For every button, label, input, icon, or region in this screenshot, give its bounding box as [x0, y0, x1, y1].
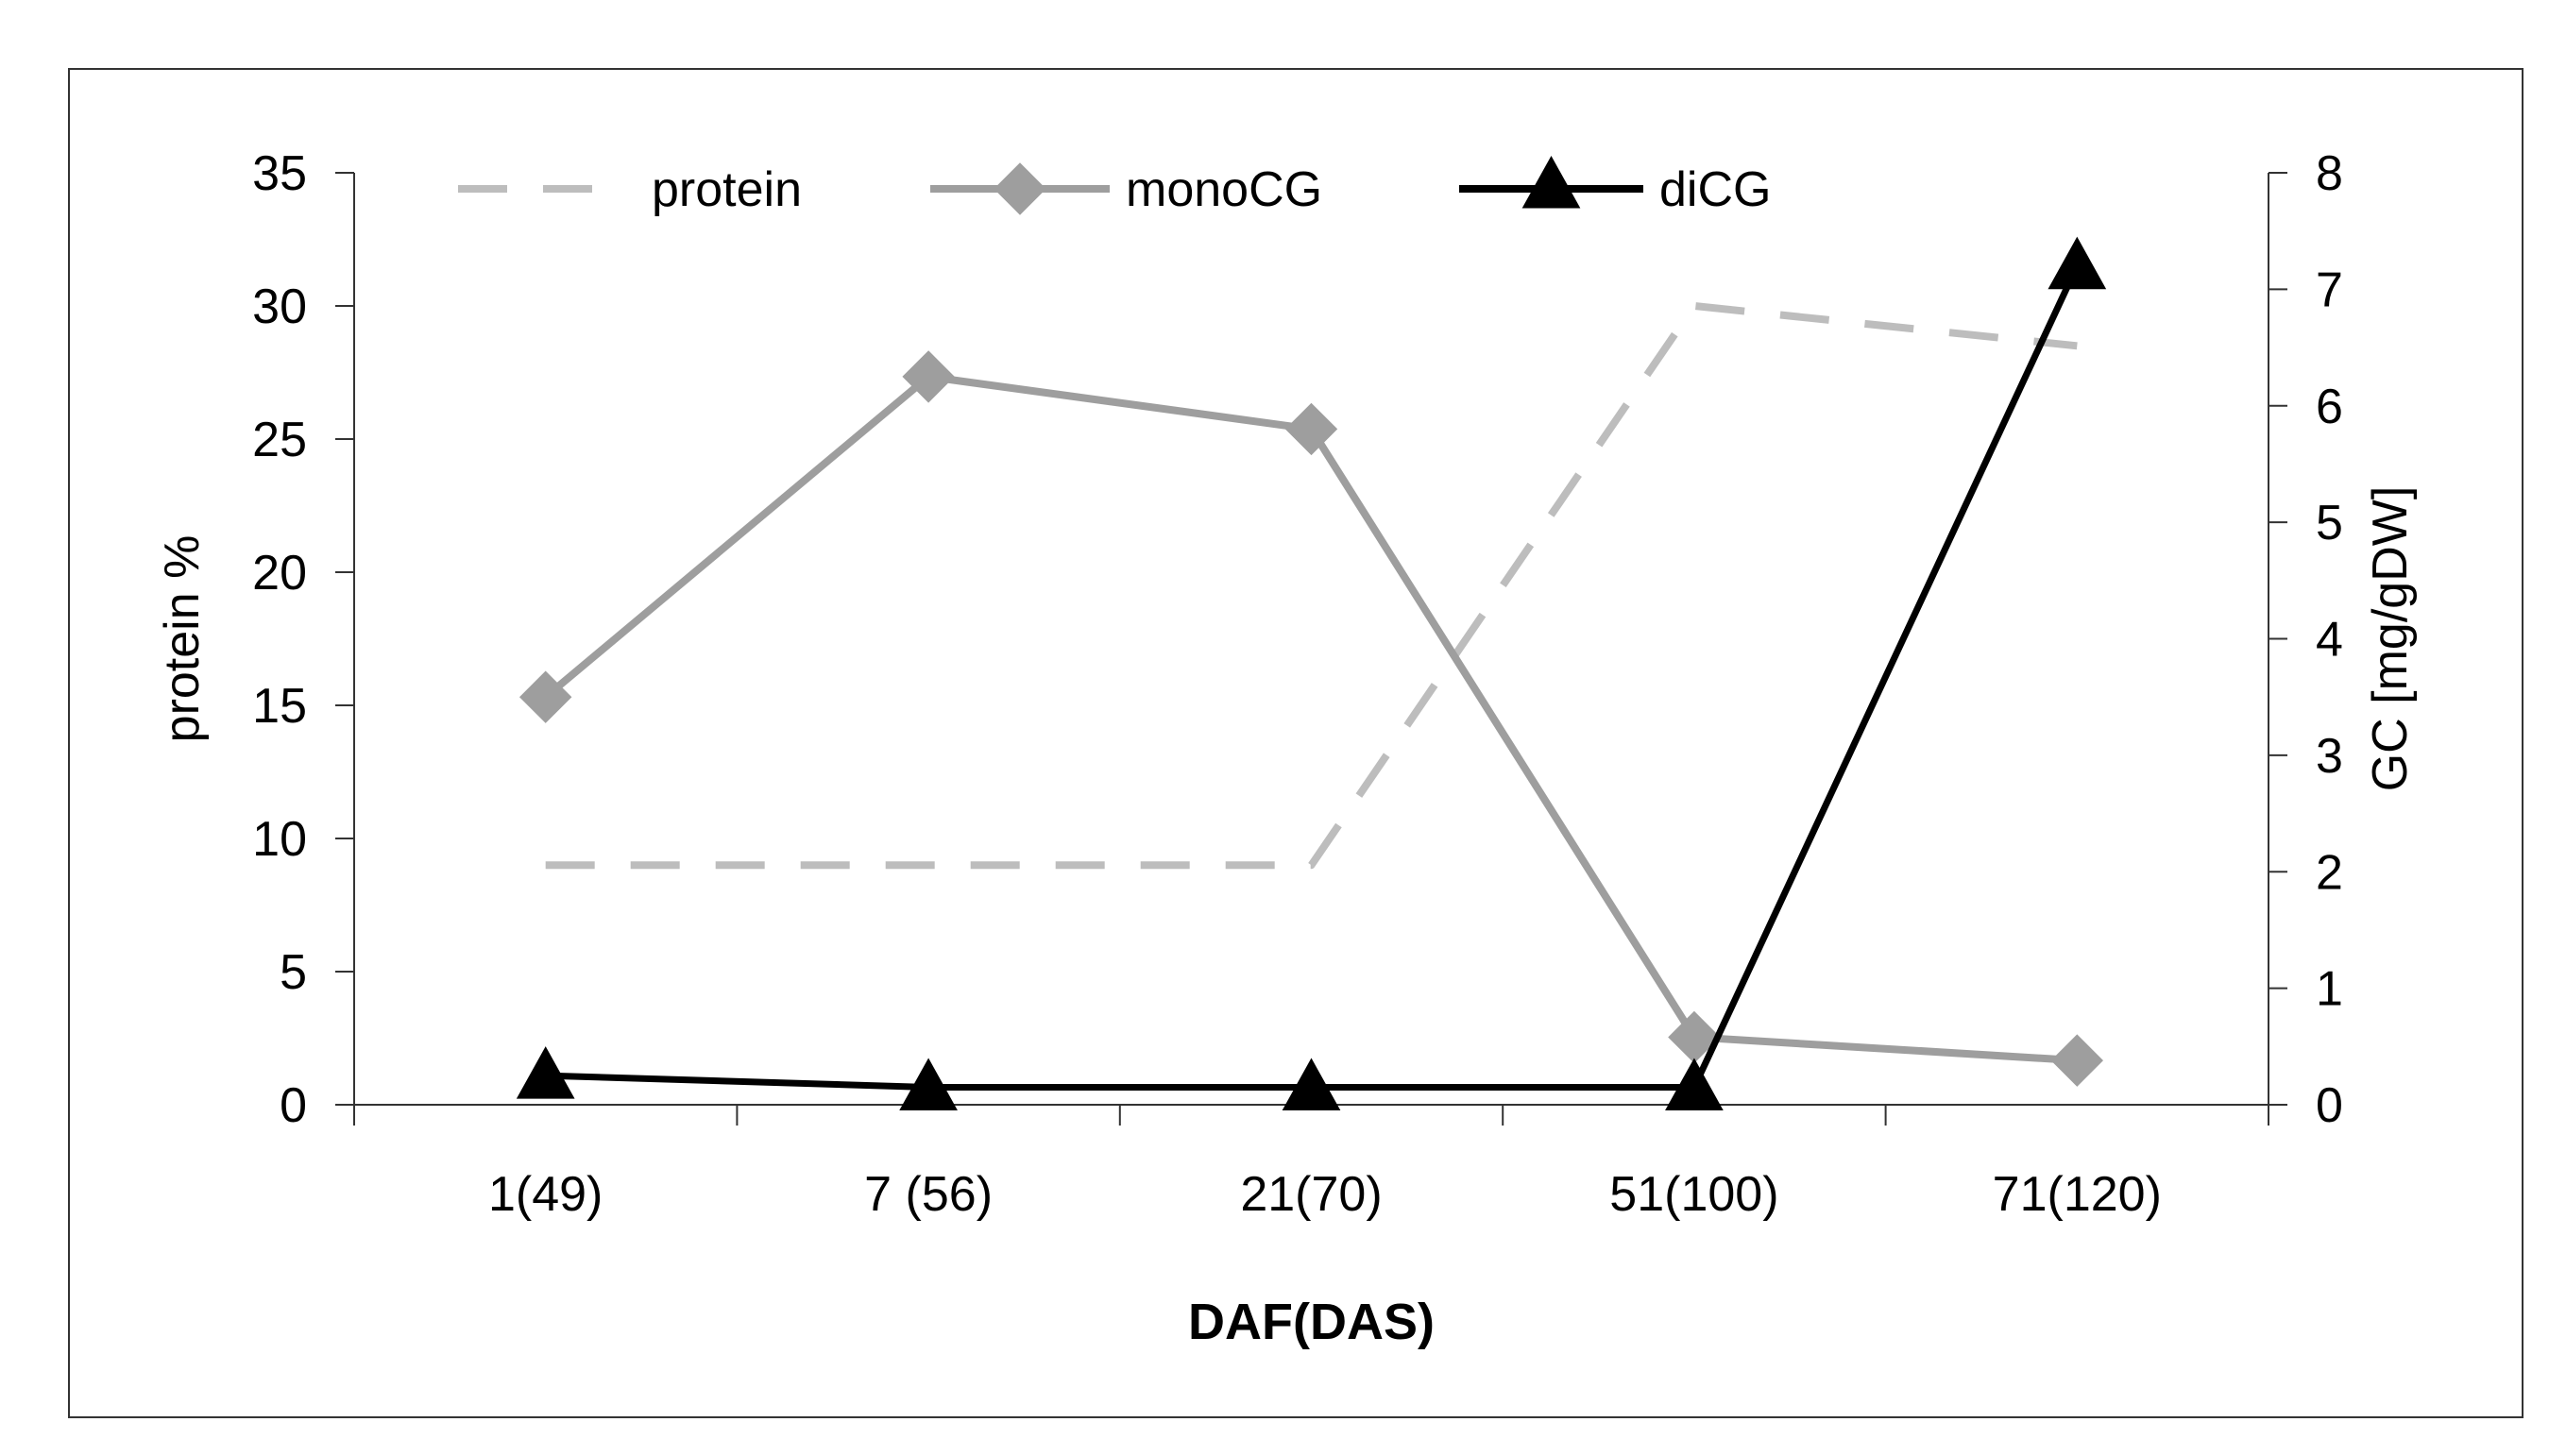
legend: protein monoCG diCG: [458, 155, 1771, 217]
y-tick-label: 15: [252, 679, 307, 734]
x-tick-label: 7 (56): [864, 1167, 993, 1222]
y-tick-label: 5: [280, 945, 307, 1000]
legend-label-diCG: diCG: [1659, 162, 1771, 217]
y-tick-label: 20: [252, 546, 307, 601]
y-tick-label: 10: [252, 812, 307, 867]
y2-tick-label: 5: [2316, 496, 2343, 550]
y2-tick-label: 2: [2316, 845, 2343, 900]
legend-label-protein: protein: [652, 162, 802, 217]
y2-tick-label: 6: [2316, 380, 2343, 434]
legend-item-diCG: diCG: [1459, 155, 1771, 217]
monoCG-point: [518, 670, 572, 723]
x-axis-title: DAF(DAS): [1188, 1294, 1435, 1350]
x-tick-label: 21(70): [1240, 1167, 1382, 1222]
diCG-point: [1665, 1058, 1724, 1110]
y2-tick-label: 1: [2316, 962, 2343, 1017]
axes: 0 5 10 15 20 25 30 35 0 1 2 3 4 5 6 7 8 1(49) 7 (56) 21(70)…: [252, 146, 2343, 1222]
y2-axis-title: GC [mg/gDW]: [2363, 486, 2418, 792]
diCG-point: [899, 1058, 958, 1110]
legend-item-protein: protein: [458, 162, 802, 217]
x-tick-label: 51(100): [1609, 1167, 1778, 1222]
series-monoCG: [518, 350, 2104, 1087]
y2-tick-label: 7: [2316, 262, 2343, 317]
x-tick-label: 71(120): [1993, 1167, 2162, 1222]
legend-marker-monoCG: [994, 162, 1046, 215]
series-diCG: [516, 236, 2107, 1110]
y-axis-title: protein %: [155, 535, 210, 743]
monoCG-point: [2050, 1034, 2104, 1087]
monoCG-point: [902, 350, 955, 403]
protein-line: [545, 302, 2078, 870]
y2-tick-label: 3: [2316, 729, 2343, 784]
y-tick-label: 30: [252, 279, 307, 334]
y-tick-label: 0: [280, 1078, 307, 1133]
monoCG-point: [1284, 402, 1338, 456]
y2-tick-label: 8: [2316, 146, 2343, 201]
y-tick-label: 25: [252, 413, 307, 467]
diCG-point: [2048, 236, 2107, 290]
y2-tick-label: 0: [2316, 1078, 2343, 1133]
x-tick-label: 1(49): [488, 1167, 603, 1222]
y-tick-label: 35: [252, 146, 307, 201]
chart-frame: [68, 68, 2524, 1418]
diCG-point: [516, 1046, 575, 1099]
series-protein: [545, 302, 2078, 870]
legend-item-monoCG: monoCG: [930, 162, 1322, 217]
legend-marker-diCG: [1521, 155, 1581, 209]
series-group: [516, 236, 2107, 1110]
legend-label-monoCG: monoCG: [1126, 162, 1322, 217]
y2-tick-label: 4: [2316, 613, 2343, 668]
diCG-point: [1282, 1058, 1341, 1110]
